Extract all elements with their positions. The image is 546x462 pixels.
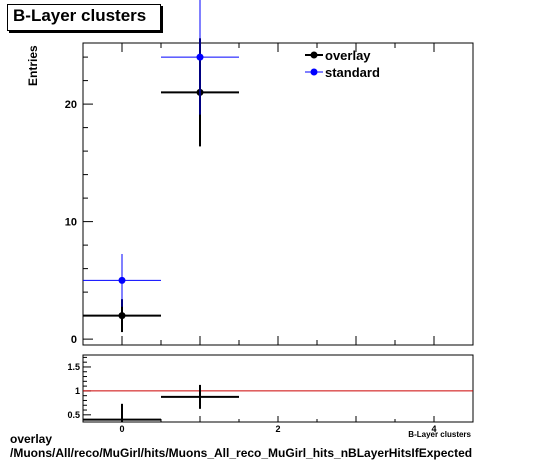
ratio-x-tick-label: 4 xyxy=(431,424,436,434)
ratio-plot-frame xyxy=(82,354,474,423)
chart-title: B-Layer clusters xyxy=(13,6,147,25)
y-axis-label: Entries xyxy=(26,45,40,86)
y-tick-label: 0 xyxy=(71,334,77,346)
legend-label-standard: standard xyxy=(325,65,380,80)
footer-line-1: overlay xyxy=(10,432,53,446)
y-tick-label: 20 xyxy=(65,99,77,111)
y-tick-label: 10 xyxy=(65,217,77,229)
ratio-x-tick-label: 2 xyxy=(275,424,280,434)
ratio-y-tick-label: 1 xyxy=(75,386,80,396)
overlay-point xyxy=(118,312,126,320)
standard-point xyxy=(118,276,126,284)
legend-marker-standard xyxy=(310,68,318,76)
x-axis-label: B-Layer clusters xyxy=(408,430,471,439)
ratio-x-tick-label: 0 xyxy=(119,424,124,434)
legend-marker-overlay xyxy=(310,51,318,59)
chart-title-box: B-Layer clusters xyxy=(7,4,161,31)
ratio-y-tick-label: 1.5 xyxy=(67,362,80,372)
legend-label-overlay: overlay xyxy=(325,48,371,63)
footer-line-2: /Muons/All/reco/MuGirl/hits/Muons_All_re… xyxy=(10,446,473,460)
standard-point xyxy=(196,53,204,61)
main-plot-frame xyxy=(82,42,474,346)
ratio-y-tick-label: 0.5 xyxy=(67,410,80,420)
